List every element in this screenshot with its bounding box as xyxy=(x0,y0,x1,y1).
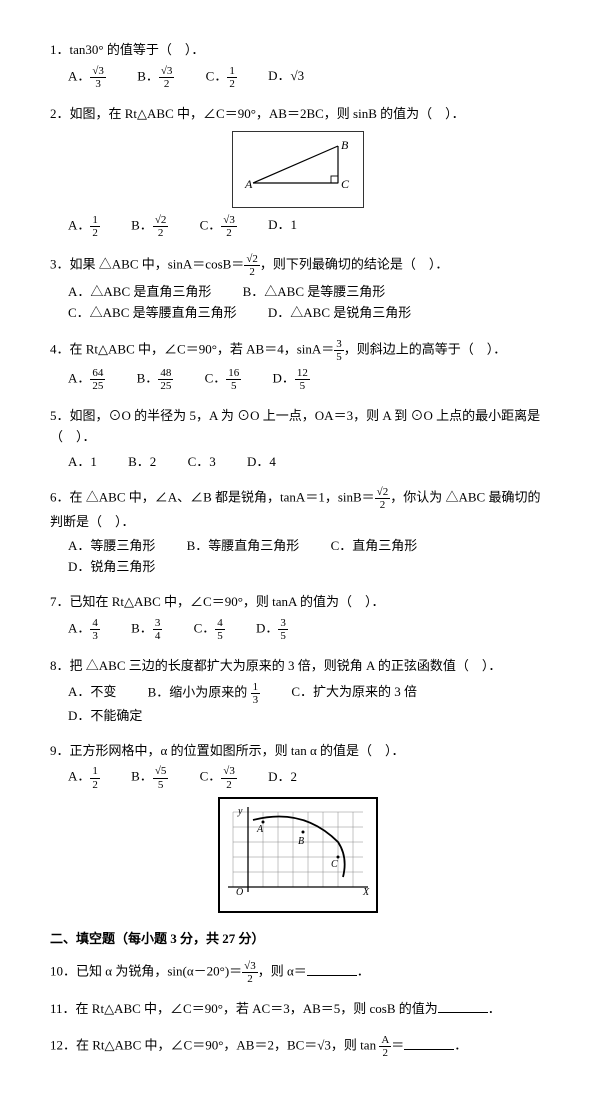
option-a: A．不变 xyxy=(68,682,116,703)
option-d: D．4 xyxy=(247,452,276,473)
problem-text: 把 △ABC 三边的长度都扩大为原来的 3 倍，则锐角 A 的正弦函数值（ ）． xyxy=(70,658,502,673)
option-b: B．√55 xyxy=(131,765,168,790)
options-row: A．△ABC 是直角三角形 B．△ABC 是等腰三角形 C．△ABC 是等腰直角… xyxy=(68,282,545,324)
triangle-figure: A B C xyxy=(50,131,545,208)
problem-number: 7． xyxy=(50,594,70,609)
problem-7: 7．已知在 Rt△ABC 中，∠C＝90°，则 tanA 的值为（ ）． A．4… xyxy=(50,592,545,642)
option-d: D．125 xyxy=(272,367,309,392)
fill-blank xyxy=(404,1036,454,1050)
option-c: C．√32 xyxy=(200,765,237,790)
problem-number: 4． xyxy=(50,341,70,356)
grid-figure: O X y A B C xyxy=(50,797,545,914)
problem-text: 在 Rt△ABC 中，∠C＝90°，若 AC＝3，AB＝5，则 cosB 的值为 xyxy=(76,1001,438,1016)
options-row: A．6425 B．4825 C．165 D．125 xyxy=(68,367,545,392)
grid-svg: O X y A B C xyxy=(223,802,373,902)
option-b: B．2 xyxy=(128,452,156,473)
option-b: B．√32 xyxy=(137,65,174,90)
problem-text: 如果 △ABC 中，sinA＝cosB＝ xyxy=(70,256,245,271)
fill-blank xyxy=(438,999,488,1013)
option-a: A．12 xyxy=(68,765,100,790)
option-b: B．34 xyxy=(131,617,162,642)
problem-11: 11．在 Rt△ABC 中，∠C＝90°，若 AC＝3，AB＝5，则 cosB … xyxy=(50,999,545,1020)
svg-text:A: A xyxy=(256,824,264,835)
option-b: B．4825 xyxy=(137,367,174,392)
option-a: A．43 xyxy=(68,617,100,642)
fill-blank xyxy=(307,962,357,976)
problem-text: 如图，在 Rt△ABC 中，∠C＝90°，AB＝2BC，则 sinB 的值为（ … xyxy=(70,106,465,121)
options-row: A．12 B．√55 C．√32 D．2 xyxy=(68,765,545,790)
options-row: A．12 B．√22 C．√32 D．1 xyxy=(68,214,545,239)
option-c: C．扩大为原来的 3 倍 xyxy=(291,682,417,703)
options-row: A．1 B．2 C．3 D．4 xyxy=(68,452,545,473)
option-b: B．△ABC 是等腰三角形 xyxy=(243,282,386,303)
problem-12: 12．在 Rt△ABC 中，∠C＝90°，AB＝2，BC＝√3，则 tan A2… xyxy=(50,1034,545,1059)
option-a: A．1 xyxy=(68,452,97,473)
option-a: A．6425 xyxy=(68,367,105,392)
problem-text: 正方形网格中，α 的位置如图所示，则 tan α 的值是（ ）． xyxy=(70,743,405,758)
problem-2: 2．如图，在 Rt△ABC 中，∠C＝90°，AB＝2BC，则 sinB 的值为… xyxy=(50,104,545,239)
option-c: C．45 xyxy=(194,617,225,642)
problem-number: 11． xyxy=(50,1001,76,1016)
option-d: D．不能确定 xyxy=(68,706,142,727)
problem-5: 5．如图，⊙O 的半径为 5，A 为 ⊙O 上一点，OA＝3，则 A 到 ⊙O … xyxy=(50,406,545,472)
vertex-c: C xyxy=(341,177,350,191)
problem-text: 在 △ABC 中，∠A、∠B 都是锐角，tanA＝1，sinB＝ xyxy=(70,490,375,505)
problem-number: 1． xyxy=(50,42,70,57)
option-a: A．等腰三角形 xyxy=(68,536,155,557)
options-row: A．不变 B．缩小为原来的 13 C．扩大为原来的 3 倍 D．不能确定 xyxy=(68,681,545,727)
problem-8: 8．把 △ABC 三边的长度都扩大为原来的 3 倍，则锐角 A 的正弦函数值（ … xyxy=(50,656,545,727)
option-d: D．35 xyxy=(256,617,288,642)
problem-number: 6． xyxy=(50,490,70,505)
option-a: A．√33 xyxy=(68,65,106,90)
section-2-title: 二、填空题（每小题 3 分，共 27 分） xyxy=(50,929,545,950)
options-row: A．√33 B．√32 C．12 D．√3 xyxy=(68,65,545,90)
option-d: D．2 xyxy=(268,767,297,788)
problem-text: 已知 α 为锐角，sin(α－20°)＝ xyxy=(76,964,242,979)
problem-4: 4．在 Rt△ABC 中，∠C＝90°，若 AB＝4，sinA＝35，则斜边上的… xyxy=(50,338,545,392)
problem-10: 10．已知 α 为锐角，sin(α－20°)＝√32，则 α＝． xyxy=(50,960,545,985)
option-d: D．锐角三角形 xyxy=(68,557,155,578)
option-c: C．△ABC 是等腰直角三角形 xyxy=(68,303,237,324)
problem-number: 8． xyxy=(50,658,70,673)
problem-number: 10． xyxy=(50,964,76,979)
options-row: A．43 B．34 C．45 D．35 xyxy=(68,617,545,642)
problem-1: 1．tan30° 的值等于（ ）． A．√33 B．√32 C．12 D．√3 xyxy=(50,40,545,90)
option-c: C．12 xyxy=(206,65,237,90)
option-b: B．等腰直角三角形 xyxy=(187,536,300,557)
svg-text:B: B xyxy=(298,836,304,847)
svg-text:O: O xyxy=(236,887,243,898)
problem-number: 5． xyxy=(50,408,70,423)
problem-text: tan30° 的值等于（ ）． xyxy=(70,42,205,57)
triangle-svg: A B C xyxy=(243,138,353,194)
vertex-b: B xyxy=(341,138,349,152)
svg-text:C: C xyxy=(331,859,338,870)
option-d: D．√3 xyxy=(268,66,304,87)
options-row: A．等腰三角形 B．等腰直角三角形 C．直角三角形 D．锐角三角形 xyxy=(68,536,545,578)
option-c: C．直角三角形 xyxy=(331,536,418,557)
problem-number: 12． xyxy=(50,1038,76,1053)
option-c: C．√32 xyxy=(200,214,237,239)
option-d: D．1 xyxy=(268,215,297,236)
option-b: B．√22 xyxy=(131,214,168,239)
option-d: D．△ABC 是锐角三角形 xyxy=(268,303,411,324)
option-b: B．缩小为原来的 13 xyxy=(148,681,260,706)
problem-number: 3． xyxy=(50,256,70,271)
problem-text: 在 Rt△ABC 中，∠C＝90°，若 AB＝4，sinA＝ xyxy=(70,341,335,356)
svg-text:y: y xyxy=(237,806,243,817)
problem-number: 2． xyxy=(50,106,70,121)
problem-number: 9． xyxy=(50,743,70,758)
problem-6: 6．在 △ABC 中，∠A、∠B 都是锐角，tanA＝1，sinB＝√22，你认… xyxy=(50,486,545,578)
problem-3: 3．如果 △ABC 中，sinA＝cosB＝√22，则下列最确切的结论是（ ）．… xyxy=(50,253,545,324)
vertex-a: A xyxy=(244,177,253,191)
problem-text: 在 Rt△ABC 中，∠C＝90°，AB＝2，BC＝√3，则 tan xyxy=(76,1038,376,1053)
option-a: A．12 xyxy=(68,214,100,239)
option-c: C．165 xyxy=(205,367,242,392)
svg-text:X: X xyxy=(362,887,370,898)
problem-9: 9．正方形网格中，α 的位置如图所示，则 tan α 的值是（ ）． A．12 … xyxy=(50,741,545,914)
option-a: A．△ABC 是直角三角形 xyxy=(68,282,211,303)
problem-text: 已知在 Rt△ABC 中，∠C＝90°，则 tanA 的值为（ ）． xyxy=(70,594,385,609)
option-c: C．3 xyxy=(188,452,216,473)
